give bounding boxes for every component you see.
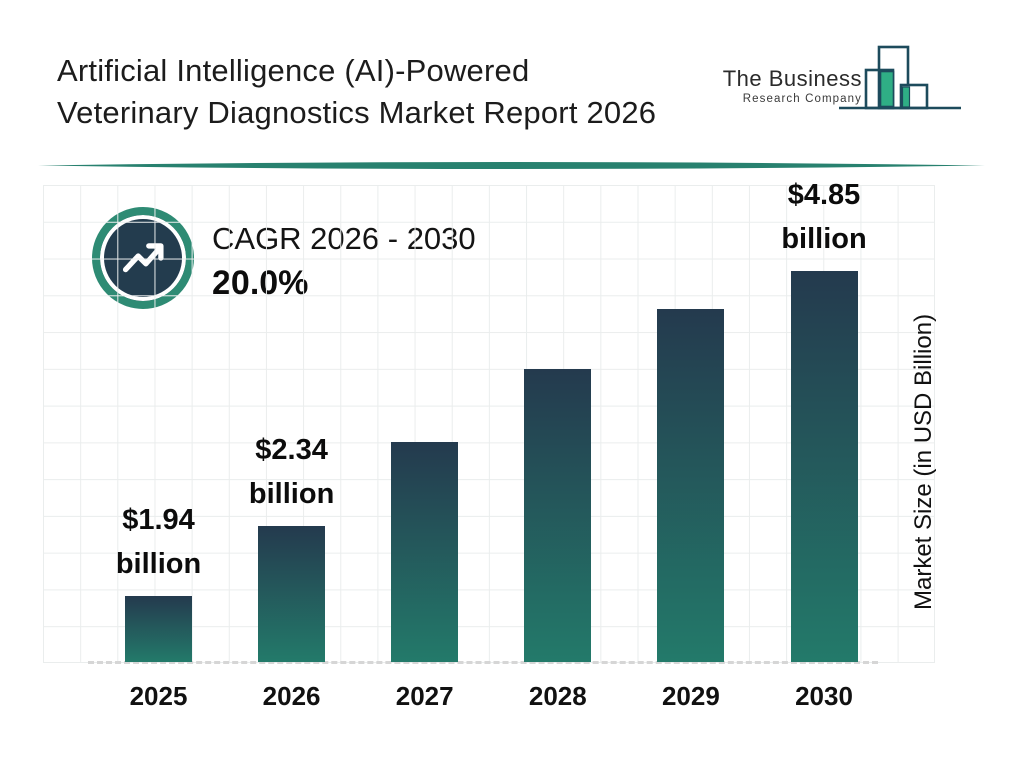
value-label-line: billion <box>115 548 202 580</box>
page-title-line2: Veterinary Diagnostics Market Report 202… <box>57 95 657 130</box>
bar-2029 <box>657 309 725 662</box>
bar-2026 <box>258 526 326 662</box>
logo-text-primary: The Business <box>722 66 862 91</box>
chart-plot-area: $1.94 billion $2.34 billion $4.85 billion <box>43 179 935 664</box>
x-axis-baseline <box>88 661 878 664</box>
value-label-line: billion <box>248 478 335 510</box>
value-label-line: $1.94 <box>122 504 195 536</box>
x-axis-label-2025: 2025 <box>129 681 188 711</box>
x-axis-label-2028: 2028 <box>528 681 587 711</box>
x-axis-label-2026: 2026 <box>262 681 321 711</box>
bar-2030 <box>790 271 858 662</box>
x-axis-label-2030: 2030 <box>795 681 853 711</box>
x-axis-label-2029: 2029 <box>661 681 720 711</box>
page-title: Artificial Intelligence (AI)-Powered Vete… <box>57 50 656 134</box>
x-axis-label-2027: 2027 <box>395 681 454 711</box>
logo-bar-chart-icon <box>839 45 961 110</box>
logo-text-secondary: Research Company <box>742 93 862 105</box>
value-label-line: $4.85 <box>787 179 861 211</box>
company-logo: The Business Research Company <box>690 38 990 118</box>
value-label-2025: $1.94 billion <box>74 498 244 586</box>
value-label-2030: $4.85 billion <box>739 173 909 261</box>
logo-wordmark: The Business Research Company <box>690 66 862 105</box>
page-title-line1: Artificial Intelligence (AI)-Powered <box>57 53 530 88</box>
bar-2027 <box>391 442 459 662</box>
divider-line <box>38 162 985 169</box>
value-label-line: $2.34 <box>255 434 328 466</box>
bar-2028 <box>524 369 592 662</box>
bar-2025 <box>125 596 192 662</box>
value-label-2026: $2.34 billion <box>207 428 377 516</box>
value-label-line: billion <box>781 223 867 255</box>
y-axis-title: Market Size (in USD Billion) <box>910 313 937 611</box>
